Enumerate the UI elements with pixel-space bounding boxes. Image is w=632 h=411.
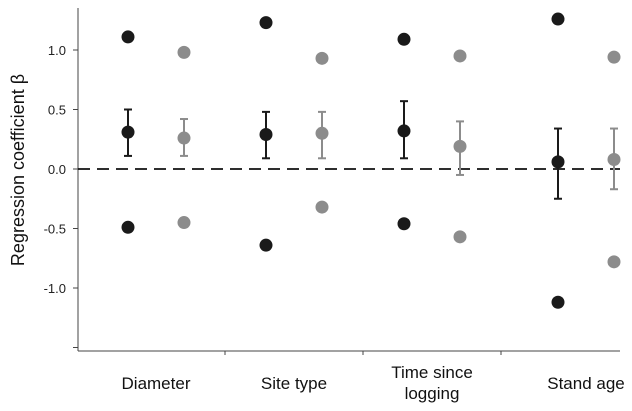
upper-point: [453, 49, 467, 63]
lower-point: [397, 217, 411, 231]
y-tick-label: -0.5: [44, 222, 66, 237]
upper-point: [315, 51, 329, 65]
mean-point: [551, 155, 565, 169]
lower-point: [259, 238, 273, 252]
y-tick-label: 1.0: [48, 43, 66, 58]
mean-point: [607, 152, 621, 166]
upper-point: [177, 45, 191, 59]
upper-point: [551, 12, 565, 26]
x-category-label: Stand age: [547, 374, 625, 393]
lower-point: [177, 216, 191, 230]
y-axis-title: Regression coefficient β: [8, 74, 28, 266]
mean-point: [397, 124, 411, 138]
x-category-label: Diameter: [122, 374, 191, 393]
lower-point: [453, 230, 467, 244]
lower-point: [121, 220, 135, 234]
mean-point: [453, 139, 467, 153]
y-tick-label: 0.0: [48, 162, 66, 177]
mean-point: [315, 126, 329, 140]
y-tick-label: -1.0: [44, 281, 66, 296]
y-tick-label: 0.5: [48, 103, 66, 118]
upper-point: [397, 32, 411, 46]
mean-point: [177, 131, 191, 145]
mean-point: [121, 125, 135, 139]
upper-point: [121, 30, 135, 44]
chart-marks: [121, 12, 621, 309]
x-category-label: Site type: [261, 374, 327, 393]
mean-point: [259, 127, 273, 141]
lower-point: [607, 255, 621, 269]
x-category-label: Time since logging: [391, 363, 473, 403]
upper-point: [607, 50, 621, 64]
upper-point: [259, 16, 273, 30]
lower-point: [551, 295, 565, 309]
lower-point: [315, 200, 329, 214]
axes: 1.0 0.5 0.0 -0.5 -1.0 Diameter Site type Time s…: [44, 8, 625, 403]
